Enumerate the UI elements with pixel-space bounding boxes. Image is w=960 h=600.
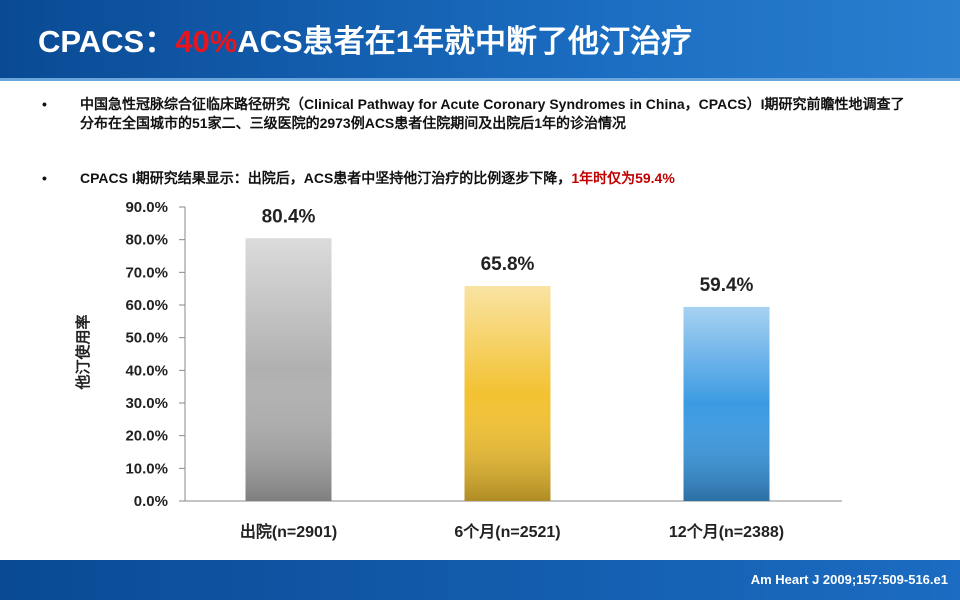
value-label: 59.4% (700, 275, 754, 296)
y-tick-label: 50.0% (125, 330, 168, 347)
y-axis-label: 他汀使用率 (74, 314, 92, 390)
bullet-highlight: 1年时仅为59.4% (571, 170, 675, 186)
y-tick-label: 60.0% (125, 297, 168, 314)
y-tick-label: 90.0% (125, 199, 168, 216)
title-bar: CPACS：40%ACS患者在1年就中断了他汀治疗 (0, 0, 960, 81)
title: CPACS：40%ACS患者在1年就中断了他汀治疗 (38, 16, 692, 61)
value-label: 65.8% (481, 254, 535, 275)
bullet-text: CPACS I期研究结果显示：出院后，ACS患者中坚持他汀治疗的比例逐步下降， (80, 170, 572, 186)
title-highlight: 40% (175, 24, 238, 59)
bar-shade (464, 286, 551, 501)
y-tick-label: 30.0% (125, 395, 168, 412)
y-tick-label: 40.0% (125, 362, 168, 379)
title-suffix: ACS患者在1年就中断了他汀治疗 (237, 24, 692, 59)
bullet: • 中国急性冠脉综合征临床路径研究（Clinical Pathway for Ac… (42, 95, 912, 133)
chart: 他汀使用率 0.0% 10.0% 20.0% 30.0% 40.0% 50.0% 60.0%… (74, 199, 842, 541)
x-tick-label: 6个月(n=2521) (454, 522, 560, 541)
bar-shade (245, 238, 332, 502)
x-tick-label: 12个月(n=2388) (669, 522, 784, 541)
bullet-text: 中国急性冠脉综合征临床路径研究（Clinical Pathway for Acu… (80, 96, 905, 131)
y-tick-label: 70.0% (125, 264, 168, 281)
y-tick-label: 20.0% (125, 428, 168, 445)
bullet: • CPACS I期研究结果显示：出院后，ACS患者中坚持他汀治疗的比例逐步下降，… (42, 170, 675, 186)
title-prefix: CPACS： (38, 24, 176, 59)
y-tick-label: 80.0% (125, 232, 168, 249)
footer-bar: Am Heart J 2009;157:509-516.e1 (0, 560, 960, 600)
x-tick-label: 出院(n=2901) (240, 522, 337, 541)
bar-shade (683, 306, 770, 501)
y-tick-label: 0.0% (134, 493, 168, 510)
y-tick-label: 10.0% (125, 460, 168, 477)
citation: Am Heart J 2009;157:509-516.e1 (750, 572, 948, 587)
value-label: 80.4% (262, 206, 316, 227)
